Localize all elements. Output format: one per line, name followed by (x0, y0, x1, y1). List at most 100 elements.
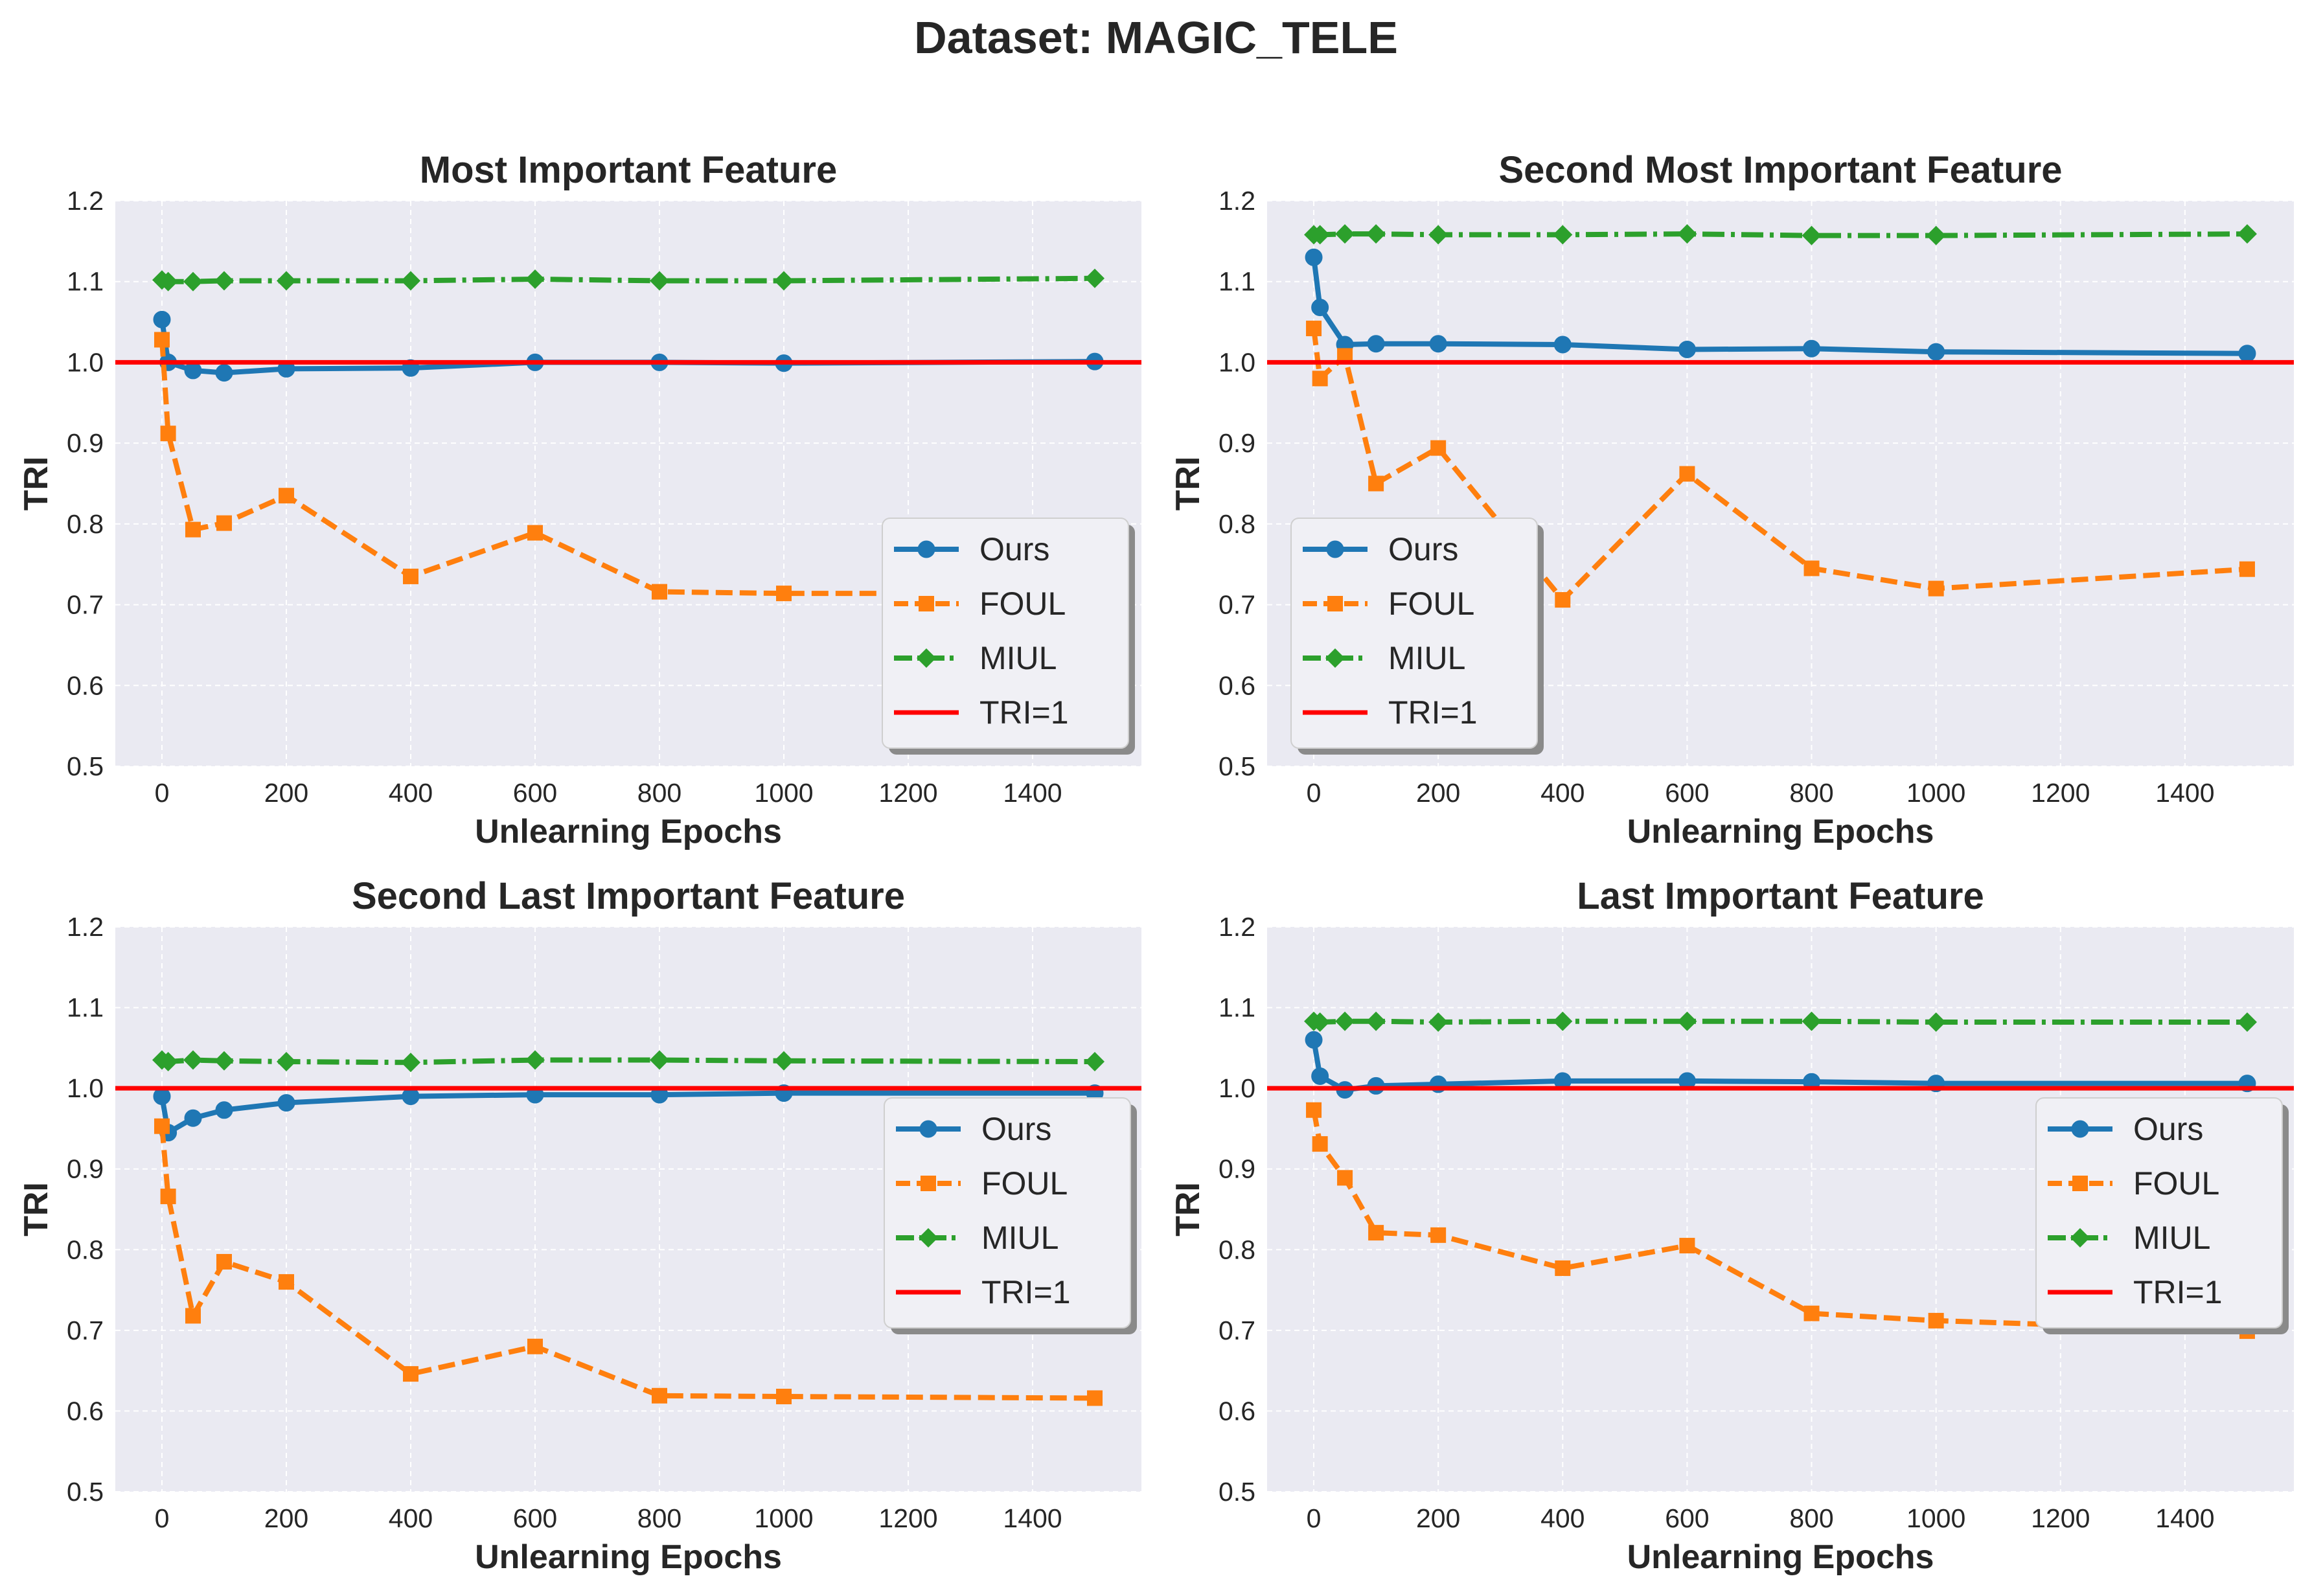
x-tick-label: 1000 (1906, 778, 1965, 808)
data-point-ours (153, 310, 171, 328)
x-tick-label: 600 (513, 1503, 557, 1533)
data-point-miul (774, 271, 794, 291)
x-tick-label: 200 (264, 778, 308, 808)
data-point-foul (652, 584, 667, 600)
series-line-miul (161, 1057, 1095, 1066)
subplot-3: 0 200 400 600 800 1000 1200 1400 0.5 0.6 0.7 0.8 0.9… (17, 875, 1141, 1576)
plot-series (115, 1050, 1141, 1406)
legend-marker-ours (2071, 1120, 2089, 1138)
data-point-miul (650, 271, 669, 291)
data-point-miul (158, 1052, 178, 1072)
subplot-title: Last Important Feature (1577, 875, 1984, 917)
legend-box (1290, 518, 1538, 749)
y-tick-label: 0.9 (67, 1154, 104, 1184)
x-tick-label: 1400 (2155, 1503, 2214, 1533)
series-foul (1306, 1102, 2255, 1340)
x-tick-label: 200 (1416, 778, 1460, 808)
x-axis-label: Unlearning Epochs (475, 1538, 782, 1576)
data-point-miul (650, 1050, 669, 1070)
legend-label: Ours (2133, 1111, 2203, 1147)
legend: Ours FOUL MIUL TRI=1 (2035, 1097, 2289, 1334)
x-tick-label: 800 (1789, 1503, 1833, 1533)
y-tick-label: 0.5 (1219, 1477, 1255, 1507)
data-point-foul (216, 1253, 232, 1270)
series-line-miul (1314, 231, 2247, 238)
y-tick-label: 0.5 (1219, 751, 1255, 781)
y-tick-label: 1.1 (67, 267, 104, 297)
data-point-foul (776, 1389, 792, 1405)
y-tick-label: 1.0 (1219, 347, 1255, 377)
data-point-foul (279, 488, 294, 504)
data-point-miul (1428, 225, 1448, 245)
data-point-miul (277, 1052, 296, 1072)
legend-marker-foul (919, 596, 934, 611)
data-point-miul (277, 271, 296, 291)
x-tick-label: 800 (1789, 778, 1833, 808)
data-point-ours (1311, 1067, 1329, 1085)
legend: Ours FOUL MIUL TRI=1 (884, 1097, 1137, 1334)
data-point-foul (1368, 475, 1384, 492)
legend-label: MIUL (979, 640, 1057, 676)
data-point-foul (403, 1366, 418, 1382)
data-point-miul (183, 271, 203, 291)
data-point-miul (214, 271, 234, 291)
data-point-foul (1312, 370, 1328, 387)
x-tick-label: 0 (1307, 778, 1322, 808)
data-point-miul (1335, 1011, 1355, 1031)
y-tick-label: 0.5 (67, 1477, 104, 1507)
data-point-miul (183, 1050, 203, 1070)
data-point-ours (1803, 339, 1821, 358)
y-tick-label: 0.7 (67, 590, 104, 620)
data-point-foul (185, 521, 201, 538)
y-tick-label: 1.2 (1219, 186, 1255, 216)
data-point-foul (1087, 1390, 1103, 1406)
legend-marker-foul (1327, 596, 1343, 611)
legend-label: MIUL (2133, 1220, 2210, 1256)
y-tick-label: 0.8 (67, 1235, 104, 1264)
subplot-4: 0 200 400 600 800 1000 1200 1400 0.5 0.6 0.7 0.8 0.9… (1169, 875, 2294, 1576)
y-tick-label: 0.7 (1219, 1316, 1255, 1345)
y-tick-label: 1.2 (67, 186, 104, 216)
x-tick-label: 600 (1665, 1503, 1709, 1533)
y-tick-label: 0.9 (67, 428, 104, 458)
data-point-ours (1367, 335, 1385, 353)
x-tick-label: 1000 (754, 778, 813, 808)
series-line-miul (1313, 1018, 2247, 1025)
data-point-foul (776, 586, 792, 602)
y-tick-label: 0.8 (67, 509, 104, 539)
data-point-foul (1312, 1136, 1328, 1152)
legend-label: TRI=1 (979, 694, 1069, 731)
legend-marker-foul (2072, 1176, 2088, 1191)
data-point-miul (1926, 225, 1946, 245)
data-point-foul (154, 1118, 170, 1134)
legend: Ours FOUL MIUL TRI=1 (1290, 518, 1544, 755)
x-tick-label: 400 (1540, 778, 1585, 808)
x-tick-label: 1400 (1003, 778, 1062, 808)
data-point-miul (1335, 224, 1355, 244)
legend-label: Ours (981, 1111, 1051, 1147)
data-point-miul (1677, 224, 1697, 244)
data-point-foul (652, 1387, 667, 1404)
legend-label: FOUL (1388, 586, 1474, 622)
legend-marker-ours (917, 540, 935, 558)
data-point-miul (1802, 225, 1822, 245)
x-tick-label: 200 (264, 1503, 308, 1533)
data-point-foul (185, 1308, 201, 1324)
data-point-miul (1085, 268, 1104, 288)
data-point-foul (1928, 580, 1944, 597)
y-tick-label: 0.6 (1219, 1396, 1255, 1426)
legend-marker-ours (1326, 540, 1344, 558)
data-point-miul (1366, 224, 1386, 244)
y-tick-label: 0.7 (67, 1316, 104, 1345)
legend-label: TRI=1 (981, 1274, 1071, 1310)
x-tick-label: 400 (389, 1503, 433, 1533)
x-tick-label: 0 (155, 1503, 170, 1533)
data-point-miul (1926, 1012, 1946, 1032)
plot-series (115, 268, 1141, 602)
x-tick-label: 1400 (1003, 1503, 1062, 1533)
data-point-foul (1368, 1225, 1384, 1241)
data-point-miul (1310, 225, 1330, 245)
series-line-foul (159, 1126, 1095, 1401)
